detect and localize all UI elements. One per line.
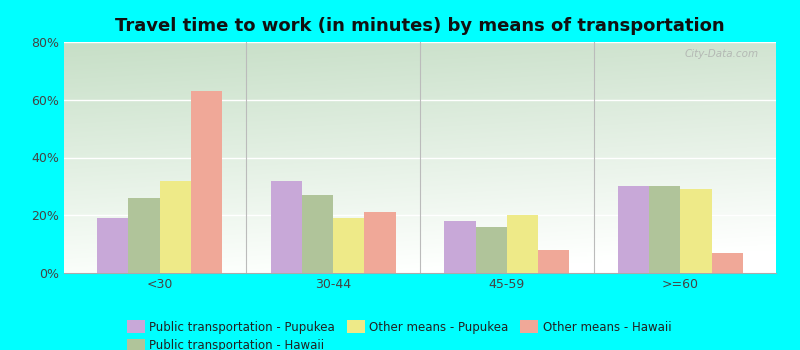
- Bar: [190, 91, 222, 273]
- Text: City-Data.com: City-Data.com: [684, 49, 758, 59]
- Bar: [159, 181, 190, 273]
- Bar: [333, 218, 365, 273]
- Bar: [507, 215, 538, 273]
- Bar: [618, 186, 650, 273]
- Bar: [97, 218, 128, 273]
- Bar: [302, 195, 333, 273]
- Bar: [128, 198, 159, 273]
- Title: Travel time to work (in minutes) by means of transportation: Travel time to work (in minutes) by mean…: [115, 17, 725, 35]
- Bar: [475, 227, 507, 273]
- Bar: [365, 212, 396, 273]
- Bar: [538, 250, 570, 273]
- Bar: [712, 253, 743, 273]
- Bar: [270, 181, 302, 273]
- Legend: Public transportation - Pupukea, Public transportation - Hawaii, Other means - P: Public transportation - Pupukea, Public …: [127, 321, 671, 350]
- Bar: [444, 221, 475, 273]
- Bar: [650, 186, 681, 273]
- Bar: [681, 189, 712, 273]
